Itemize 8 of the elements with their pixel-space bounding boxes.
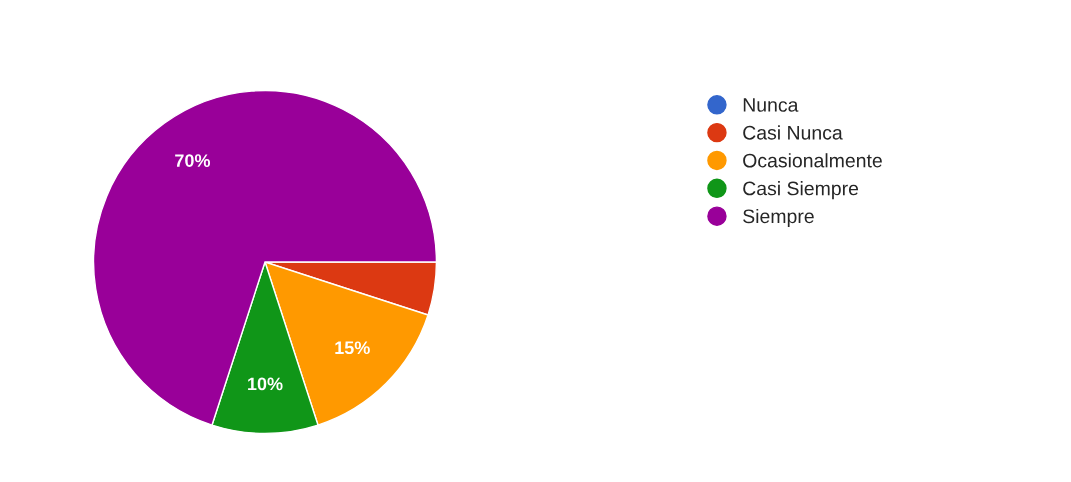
data-label: 10% xyxy=(248,377,283,391)
data-label: 70% xyxy=(175,154,211,167)
data-label: 15% xyxy=(335,341,370,355)
legend-label: Casi Nunca xyxy=(743,125,843,140)
legend-label: Casi Siempre xyxy=(743,181,859,200)
legend-label: Siempre xyxy=(743,208,814,228)
legend-label: Ocasionalmente xyxy=(743,153,882,168)
legend-label: Nunca xyxy=(743,98,799,112)
